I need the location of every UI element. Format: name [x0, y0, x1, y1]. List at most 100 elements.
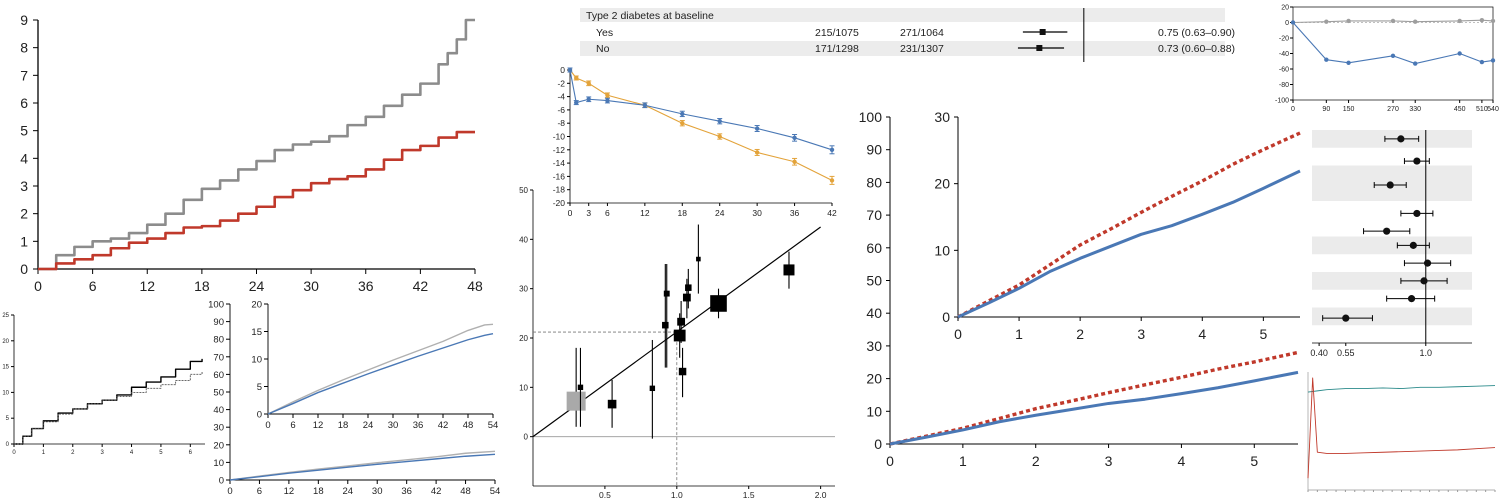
data-point-blue	[574, 100, 579, 105]
x-tick-label: 6	[605, 208, 610, 218]
estimate-marker	[1413, 157, 1421, 165]
series-line-blue	[1292, 22, 1494, 65]
y-tick-label: 60	[213, 370, 224, 381]
x-tick-label: 270	[1387, 106, 1399, 113]
x-tick-label: 0	[886, 453, 894, 469]
y-tick-label: 5	[6, 416, 10, 422]
data-point-orange	[792, 159, 797, 164]
y-tick-label: 9	[20, 12, 28, 28]
x-tick-label: 12	[139, 278, 155, 294]
y-tick-label: 20	[1281, 5, 1289, 12]
data-point-blue	[829, 147, 835, 152]
row-band-no	[580, 41, 1225, 56]
y-tick-label: -10	[553, 132, 566, 142]
study-marker	[783, 264, 795, 276]
hr-ci-text: 0.73 (0.60–0.88)	[1158, 43, 1235, 55]
y-tick-label: -100	[1275, 98, 1289, 105]
series-line-red	[1307, 377, 1496, 479]
y-tick-label: 70	[866, 207, 882, 223]
data-point-blue	[1413, 61, 1418, 66]
x-tick-label: 0	[12, 450, 16, 456]
estimate-marker	[1397, 135, 1405, 143]
study-marker	[710, 295, 727, 312]
series-line-a	[14, 358, 203, 445]
data-point-blue	[642, 103, 648, 108]
y-tick-label: 100	[859, 109, 883, 125]
study-marker	[678, 367, 687, 376]
x-tick-label: 42	[413, 278, 429, 294]
hr-marker	[1039, 29, 1046, 35]
right-forest-plot: 0.40 0.55 1.0	[1310, 130, 1472, 358]
weight-change-chart: 0 -2 -4 -6 -8 -10 -12 -14 -16 -18 -20 0 3 6 12 18 24 30 36…	[535, 60, 840, 230]
y-tick-label: 30	[213, 423, 224, 434]
y-tick-label: 40	[213, 405, 224, 416]
data-point-grey	[1479, 17, 1485, 23]
data-point-blue	[567, 67, 573, 73]
y-tick-label: 2	[20, 206, 28, 222]
cumulative-incidence-chart-large: 0 1 2 3 4 5 6 7 8 9 0 6 12 18 24 30 36 42 48	[0, 0, 495, 300]
y-tick-label: 10	[213, 458, 224, 469]
series-line-blue	[569, 69, 833, 151]
study-marker	[677, 317, 686, 326]
y-tick-label: 90	[866, 142, 882, 158]
estimate-marker	[1342, 314, 1350, 322]
data-point-grey	[1324, 19, 1329, 24]
y-tick-label: 10	[519, 383, 528, 392]
y-tick-label: 20	[2, 339, 9, 345]
x-tick-label: 3	[1105, 453, 1113, 469]
x-tick-label: 4	[130, 450, 134, 456]
x-tick-label: 48	[467, 278, 483, 294]
y-tick-label: -20	[1279, 36, 1289, 43]
x-tick-label: 42	[827, 208, 837, 218]
y-tick-label: 70	[213, 352, 224, 363]
series-line-grey	[1292, 19, 1494, 24]
y-tick-label: 25	[2, 313, 9, 319]
y-tick-label: 40	[519, 235, 528, 244]
x-tick-label: 2.0	[815, 490, 827, 500]
x-tick-label: 330	[1409, 106, 1421, 113]
x-tick-label: 540	[1487, 106, 1499, 113]
study-marker	[663, 290, 670, 297]
study-marker	[649, 385, 656, 392]
small-step-chart: 0 5 10 15 20 25 0 1 2 3 4 5 6	[0, 310, 215, 465]
x-tick-label: 42	[431, 486, 442, 497]
x-tick-label: 36	[790, 208, 800, 218]
data-point-grey	[1457, 18, 1462, 24]
cumulative-30-chart: 0 10 20 30 0 1 2 3 4 5	[920, 105, 1310, 345]
x-tick-label: 48	[463, 420, 474, 431]
x-tick-label: 2	[71, 450, 75, 456]
data-point-blue	[1479, 59, 1485, 65]
series-line-upper	[267, 323, 494, 415]
y-tick-label: 60	[866, 240, 882, 256]
data-point-blue	[1346, 60, 1351, 65]
data-point-grey	[1390, 18, 1396, 24]
x-tick-label: 24	[715, 208, 725, 218]
y-tick-label: 0	[524, 433, 529, 442]
x-tick-label: 0	[954, 326, 962, 342]
x-tick-label: 5	[1250, 453, 1258, 469]
x-tick-label: 6	[89, 278, 97, 294]
data-point-blue	[1490, 58, 1496, 63]
y-tick-label: -16	[553, 171, 566, 181]
y-tick-label: -60	[1279, 67, 1289, 74]
study-marker	[685, 284, 692, 291]
group-a-count: 215/1075	[815, 27, 859, 39]
y-tick-label: 50	[866, 273, 882, 289]
x-tick-label: 12	[313, 420, 324, 431]
inset-background	[956, 105, 1306, 321]
shaded-band	[1312, 272, 1472, 290]
estimate-marker	[1409, 241, 1417, 249]
estimate-marker	[1413, 209, 1421, 218]
x-tick-label: 0	[1291, 106, 1295, 113]
y-tick-label: 0	[1285, 20, 1289, 27]
study-marker	[566, 391, 586, 411]
y-tick-label: 90	[213, 317, 224, 328]
hr-marker	[1036, 45, 1043, 51]
data-point-grey	[1413, 19, 1418, 24]
y-tick-label: -4	[557, 92, 565, 102]
data-point-blue	[1390, 53, 1396, 59]
y-tick-label: 10	[251, 355, 262, 366]
x-tick-label: 48	[460, 486, 471, 497]
y-tick-label: -40	[1279, 51, 1289, 58]
